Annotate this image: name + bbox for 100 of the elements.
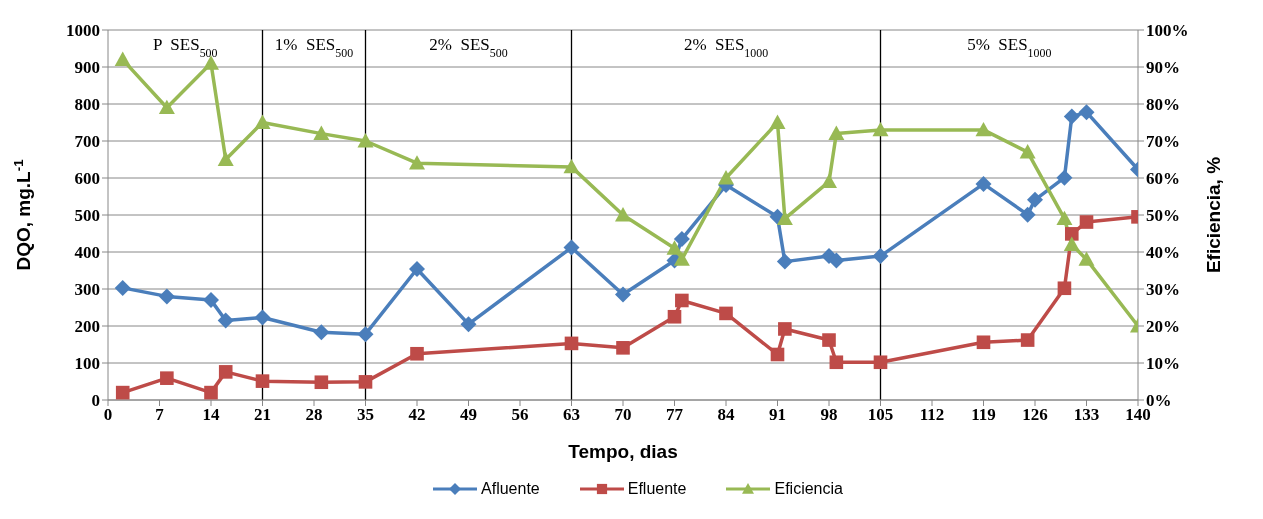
y2-tick-label: 10%	[1146, 354, 1180, 374]
point	[828, 125, 845, 140]
point	[564, 336, 579, 351]
point	[357, 133, 374, 148]
y-tick-label: 0	[91, 391, 100, 411]
point	[115, 385, 130, 400]
x-tick-label: 21	[254, 405, 271, 425]
point	[673, 251, 690, 266]
point	[719, 306, 733, 321]
point	[254, 309, 271, 326]
point	[160, 371, 174, 385]
point	[666, 240, 683, 255]
point	[673, 231, 690, 248]
y-tick-label: 1000	[66, 21, 100, 41]
point	[776, 253, 793, 270]
x-tick-label: 98	[820, 405, 838, 425]
point	[873, 355, 888, 370]
point	[1019, 206, 1036, 223]
point	[203, 292, 219, 309]
point	[829, 355, 844, 370]
y2-tick-label: 90%	[1146, 58, 1180, 78]
point	[1063, 108, 1080, 125]
point	[1027, 191, 1043, 208]
point	[158, 99, 175, 115]
annotation: P SES$_{500}$	[153, 35, 218, 60]
x-tick-label: 42	[408, 405, 426, 425]
point	[975, 175, 992, 192]
point	[358, 375, 373, 389]
x-tick-label: 126	[1022, 405, 1048, 425]
point	[1078, 104, 1095, 121]
x-tick-label: 35	[357, 405, 374, 425]
x-tick-label: 28	[305, 405, 323, 425]
point	[217, 312, 234, 329]
point	[460, 316, 477, 333]
point	[872, 248, 889, 265]
point	[770, 347, 785, 362]
y-tick-label: 500	[74, 206, 100, 226]
point	[718, 170, 734, 185]
y-tick-label: 900	[74, 58, 100, 78]
point	[410, 346, 424, 361]
point	[675, 293, 689, 308]
annotation: 2% SES$_{1000}$	[683, 35, 769, 60]
y2-tick-label: 30%	[1146, 280, 1180, 300]
y-tick-label: 100	[74, 354, 100, 374]
point	[114, 51, 131, 66]
x-tick-label: 112	[919, 405, 945, 425]
y2-axis-title: Eficiencia, %	[1203, 156, 1224, 274]
point	[204, 385, 218, 400]
annotation: 1% SES$_{500}$	[274, 35, 354, 60]
point	[218, 365, 233, 379]
point	[1020, 333, 1035, 347]
point	[254, 114, 271, 129]
y2-tick-label: 50%	[1146, 206, 1180, 226]
point	[822, 333, 836, 347]
point	[872, 121, 889, 137]
point	[1057, 281, 1072, 296]
y-tick-label: 400	[74, 243, 100, 263]
point	[563, 158, 580, 174]
point	[1056, 169, 1073, 186]
point	[976, 335, 991, 350]
x-tick-label: 105	[867, 405, 894, 425]
point	[409, 155, 425, 170]
point	[114, 279, 131, 296]
x-tick-label: 133	[1073, 405, 1100, 425]
annotation: 5% SES$_{1000}$	[967, 35, 1052, 60]
point	[1078, 251, 1095, 266]
x-tick-label: 77	[666, 405, 684, 425]
point	[615, 286, 631, 303]
y2-tick-label: 70%	[1146, 132, 1180, 152]
x-tick-label: 56	[511, 405, 529, 425]
y2-tick-label: 100%	[1146, 21, 1189, 41]
point	[975, 121, 992, 137]
point	[563, 239, 580, 256]
y2-tick-label: 60%	[1146, 169, 1180, 189]
x-axis-title: Tempo, dias	[568, 441, 678, 462]
point	[1063, 236, 1080, 251]
point	[1056, 210, 1073, 226]
y-tick-label: 200	[74, 317, 100, 337]
y-tick-label: 300	[74, 280, 100, 300]
point	[778, 322, 792, 336]
point	[1064, 227, 1079, 241]
legend-label: Efluente	[627, 480, 687, 498]
x-tick-label: 140	[1125, 405, 1151, 425]
annotation: 2% SES$_{500}$	[429, 35, 508, 60]
y-tick-label: 800	[74, 95, 100, 115]
point	[217, 151, 234, 166]
point	[313, 324, 330, 341]
legend-label: Afluente	[481, 480, 540, 498]
point	[821, 173, 837, 189]
point	[313, 125, 330, 140]
x-tick-label: 7	[155, 405, 165, 425]
point	[769, 114, 786, 129]
point	[615, 207, 631, 222]
y2-tick-label: 20%	[1146, 317, 1180, 337]
point	[314, 375, 329, 390]
x-tick-label: 63	[563, 405, 580, 425]
point	[1019, 144, 1036, 159]
y2-tick-label: 40%	[1146, 243, 1180, 263]
point	[409, 261, 425, 278]
point	[616, 341, 630, 355]
